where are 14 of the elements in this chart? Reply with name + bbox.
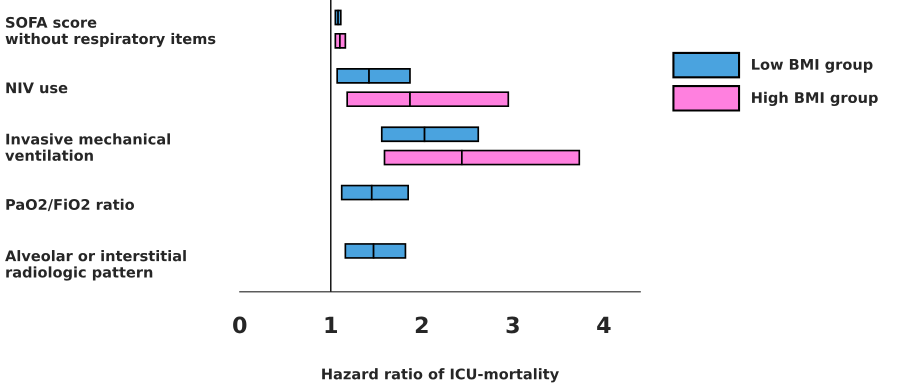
y-tick-label: SOFA score without respiratory items bbox=[6, 16, 216, 48]
x-tick-label: 0 bbox=[233, 316, 246, 334]
y-tick-label: Alveolar or interstitial radiologic pattern bbox=[5, 250, 186, 281]
bar bbox=[337, 10, 342, 26]
legend-label: High BMI group bbox=[752, 92, 878, 106]
x-tick-label: 2 bbox=[416, 316, 428, 334]
y-tick-label: PaO2/FiO2 ratio bbox=[6, 198, 134, 212]
x-tick-label: 1 bbox=[326, 316, 337, 334]
y-tick-label: NIV use bbox=[6, 82, 68, 94]
x-tick-label: 4 bbox=[597, 316, 611, 334]
y-tick-label: Invasive mechanical ventilation bbox=[5, 133, 170, 161]
x-tick-label: 3 bbox=[506, 316, 519, 334]
x-axis-title: Hazard ratio of ICU-mortality bbox=[322, 368, 559, 382]
legend-label: Low BMI group bbox=[752, 59, 873, 73]
